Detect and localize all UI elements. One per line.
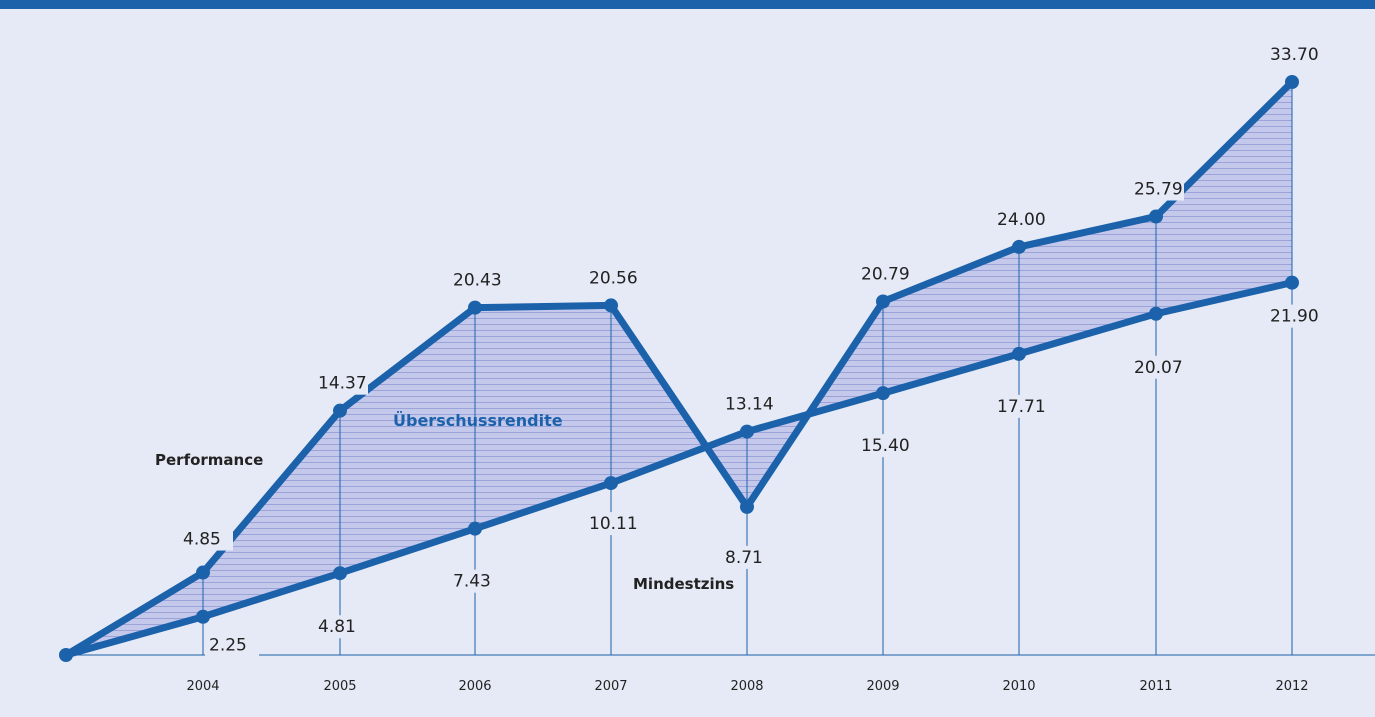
x-tick-label-2011: 2011 (1139, 679, 1172, 694)
performance-point-2008 (740, 499, 754, 514)
mindestzins-point-2012 (1285, 275, 1299, 290)
mindestzins-point-2007 (604, 476, 618, 491)
top-accent-bar (0, 0, 1375, 9)
performance-label-2005: 14.37 (318, 374, 367, 394)
performance-point-2004 (196, 565, 210, 580)
performance-point-2007 (604, 298, 618, 313)
mindestzins-label-2008: 13.14 (725, 395, 774, 415)
mindestzins-point-2010 (1012, 346, 1026, 361)
performance-label-2006: 20.43 (453, 271, 502, 291)
mindestzins-label-2009: 15.40 (861, 436, 910, 456)
mindestzins-point-2006 (468, 521, 482, 536)
excess-return-area (66, 82, 1292, 655)
mindestzins-point-2008 (740, 424, 754, 439)
x-tick-label-2009: 2009 (866, 679, 899, 694)
series-label-mindestzins: Mindestzins (633, 575, 734, 593)
performance-point-2009 (876, 294, 890, 309)
x-tick-label-2008: 2008 (730, 679, 763, 694)
performance-label-2010: 24.00 (997, 210, 1046, 230)
performance-label-2007: 20.56 (589, 268, 638, 288)
performance-point-2011 (1149, 209, 1163, 224)
performance-point-start (59, 648, 73, 662)
mindestzins-point-2011 (1149, 306, 1163, 321)
mindestzins-point-2004 (196, 609, 210, 624)
performance-point-2006 (468, 300, 482, 315)
series-line-mindestzins (62, 279, 1296, 659)
x-tick-label-2012: 2012 (1275, 679, 1308, 694)
performance-point-2010 (1012, 239, 1026, 254)
mindestzins-label-2007: 10.11 (589, 514, 638, 534)
mindestzins-label-2005: 4.81 (318, 617, 356, 637)
mindestzins-point-2005 (333, 566, 347, 581)
performance-point-2005 (333, 403, 347, 418)
performance-label-2011: 25.79 (1134, 179, 1183, 199)
performance-label-2012: 33.70 (1270, 45, 1319, 65)
x-tick-label-2010: 2010 (1002, 679, 1035, 694)
performance-label-2004: 4.85 (183, 530, 221, 550)
x-tick-label-2006: 2006 (458, 679, 491, 694)
x-tick-label-2007: 2007 (594, 679, 627, 694)
performance-label-2008: 8.71 (725, 548, 763, 568)
mindestzins-point-2009 (876, 386, 890, 401)
performance-label-2009: 20.79 (861, 265, 910, 285)
mindestzins-label-2004: 2.25 (209, 636, 247, 656)
mindestzins-label-2011: 20.07 (1134, 358, 1183, 378)
series-label-performance: Performance (155, 451, 263, 469)
area-label-excess-return: Überschussrendite (393, 411, 563, 430)
mindestzins-label-2006: 7.43 (453, 572, 491, 592)
x-tick-label-2005: 2005 (323, 679, 356, 694)
mindestzins-label-2012: 21.90 (1270, 307, 1319, 327)
mindestzins-label-2010: 17.71 (997, 397, 1046, 417)
x-tick-label-2004: 2004 (186, 679, 219, 694)
performance-point-2012 (1285, 75, 1299, 89)
series-line-performance (62, 78, 1296, 659)
